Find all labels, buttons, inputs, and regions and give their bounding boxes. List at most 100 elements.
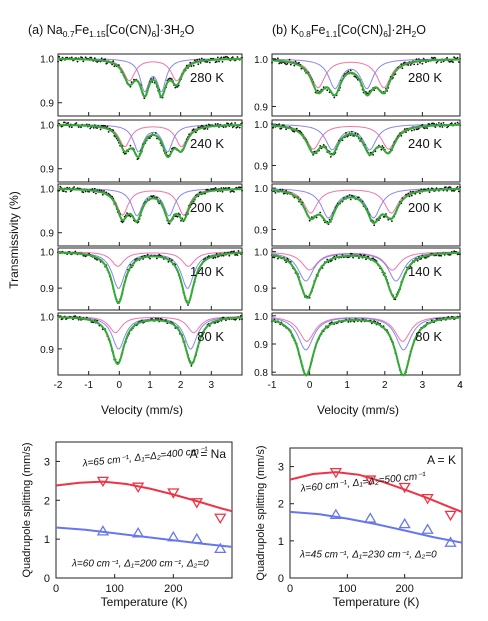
data-point [78,316,81,318]
data-point [286,63,289,65]
data-point [408,195,411,198]
data-point [312,154,314,156]
y-tick-label: 3 [44,456,50,468]
data-point [85,316,88,319]
data-point [212,257,215,260]
data-point [442,60,445,63]
spectrum-frame [57,183,243,247]
splitting-marker [398,517,411,529]
annotation-top: λ=65 cm⁻¹, Δ₁=Δ₂=400 cm⁻¹ [81,445,209,469]
data-point [93,57,96,60]
data-point [409,190,412,193]
splitting-marker [364,475,377,486]
data-point [419,192,421,195]
data-point [293,64,296,67]
data-point [434,126,437,128]
data-point [236,254,239,256]
panel-label: A = Na [190,447,227,461]
spectrum-frame [271,247,461,311]
data-point [285,128,287,131]
data-point [413,63,416,66]
data-point [81,56,84,59]
data-point [418,58,420,60]
data-point [347,70,350,73]
pink-site-curve [271,251,460,271]
y-tick-label: 0.8 [254,368,268,379]
data-point [90,56,93,59]
data-point [113,65,116,68]
data-point [73,186,75,188]
data-point [176,215,179,218]
x-tick-label: -2 [54,380,63,391]
data-point [438,122,440,124]
data-point [157,317,160,320]
data-point [428,191,431,194]
data-point [241,122,243,124]
y-tick-label: 1.0 [254,184,268,195]
data-point [380,148,383,151]
data-point [205,124,208,127]
data-point [358,196,360,199]
data-point [410,194,413,197]
data-point [106,125,109,128]
data-point [190,65,193,68]
data-point [281,188,284,191]
y-tick-label: 2 [278,499,284,511]
splitting-marker [96,525,110,536]
data-point [62,190,65,193]
splitting-marker [131,527,145,538]
splitting-frame [289,447,463,579]
splitting-fit-line [289,510,463,544]
data-point [168,222,171,225]
data-point [67,122,70,124]
temperature-xlabel: Temperature (K) [101,595,188,609]
data-point [373,89,376,91]
data-point [104,125,107,127]
data-point [452,61,454,64]
data-point [216,56,219,59]
data-point [107,192,110,195]
data-point [84,190,87,193]
data-point [278,123,280,126]
splitting-marker [444,510,457,522]
data-point [74,250,77,253]
data-point [99,128,102,131]
data-point [326,89,329,92]
data-point [84,56,87,59]
splitting-marker [214,513,227,525]
y-tick-label: 0.9 [40,345,54,356]
data-point [418,127,420,130]
spectrum-frame [271,183,461,247]
data-point [446,56,448,59]
data-point [271,61,273,64]
y-tick-label: 0.9 [40,284,54,295]
data-point [222,126,225,129]
data-point [440,122,443,125]
data-point [348,194,351,196]
data-point [68,125,71,128]
data-point [125,152,127,155]
data-point [152,77,155,79]
data-point [293,130,296,133]
data-point [74,315,77,317]
temperature-label: 280 K [190,70,224,85]
fit-curve [58,124,242,159]
data-point [230,122,233,125]
data-point [60,59,63,62]
data-point [335,254,338,257]
data-point [456,186,459,188]
x-tick-label: 0 [287,583,293,595]
data-point [289,63,292,66]
data-point [456,56,459,59]
blue-site-curve [271,251,460,282]
data-point [410,129,413,132]
data-point [59,185,62,188]
data-point [64,121,66,124]
temperature-label: 200 K [190,200,224,215]
data-point [349,198,352,201]
data-point [426,127,428,130]
data-point [241,318,243,321]
data-point [394,298,397,301]
data-point [146,253,149,256]
